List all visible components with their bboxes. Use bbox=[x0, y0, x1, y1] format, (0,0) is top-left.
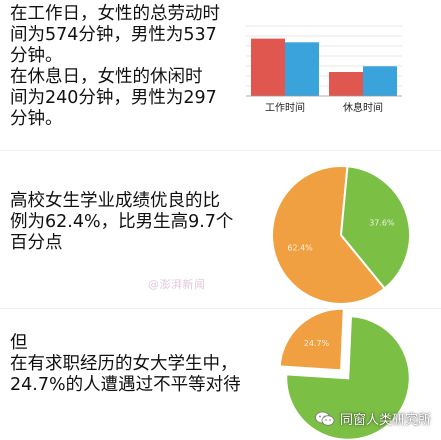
job-discrimination-text: 但 在有求职经历的女大学生中， 24.7%的人遭遇过不平等对待 bbox=[10, 333, 241, 396]
bar-1-0 bbox=[329, 72, 363, 96]
text-line: 分钟。 bbox=[10, 109, 220, 130]
text-line: 在休息日，女性的休闲时 bbox=[10, 67, 220, 88]
bar-chart: 工作时间 休息时间 bbox=[238, 22, 408, 124]
text-line: 间为574分钟，男性为537 bbox=[10, 25, 220, 46]
academic-text: 高校女生学业成绩优良的比 例为62.4%，比男生高9.7个 百分点 bbox=[10, 191, 233, 254]
watermark: @澎湃新闻 bbox=[148, 276, 206, 292]
text-line: 高校女生学业成绩优良的比 bbox=[10, 191, 233, 212]
section-labor-time: 在工作日，女性的总劳动时 间为574分钟，男性为537 分钟。 在休息日，女性的… bbox=[0, 0, 441, 148]
brand-label: 同窗人类研究所 bbox=[340, 409, 431, 428]
pie-label: 62.4% bbox=[287, 243, 313, 252]
text-line: 但 bbox=[10, 333, 241, 354]
x-tick-label: 休息时间 bbox=[343, 101, 383, 114]
pie-label: 37.6% bbox=[369, 219, 395, 228]
text-line: 在工作日，女性的总劳动时 bbox=[10, 4, 220, 25]
text-line: 在有求职经历的女大学生中， bbox=[10, 354, 241, 375]
pie-label: 24.7% bbox=[304, 339, 330, 348]
text-line: 百分点 bbox=[10, 233, 233, 254]
x-tick-label: 工作时间 bbox=[265, 101, 305, 114]
brand-badge: 同窗人类研究所 bbox=[315, 409, 431, 428]
text-line: 例为62.4%，比男生高9.7个 bbox=[10, 212, 233, 233]
text-line: 24.7%的人遭遇过不平等对待 bbox=[10, 375, 241, 396]
pie-chart-academic: 62.4% 37.6% bbox=[266, 160, 416, 310]
wechat-icon bbox=[315, 411, 335, 427]
bar-marks bbox=[251, 39, 397, 96]
bar-axis: 工作时间 休息时间 bbox=[246, 96, 402, 114]
bar-0-0 bbox=[251, 39, 285, 96]
text-line: 分钟。 bbox=[10, 46, 220, 67]
text-line: 间为240分钟，男性为297 bbox=[10, 88, 220, 109]
bar-0-1 bbox=[285, 42, 319, 96]
labor-time-text: 在工作日，女性的总劳动时 间为574分钟，男性为537 分钟。 在休息日，女性的… bbox=[10, 4, 220, 130]
bar-1-1 bbox=[363, 66, 397, 96]
